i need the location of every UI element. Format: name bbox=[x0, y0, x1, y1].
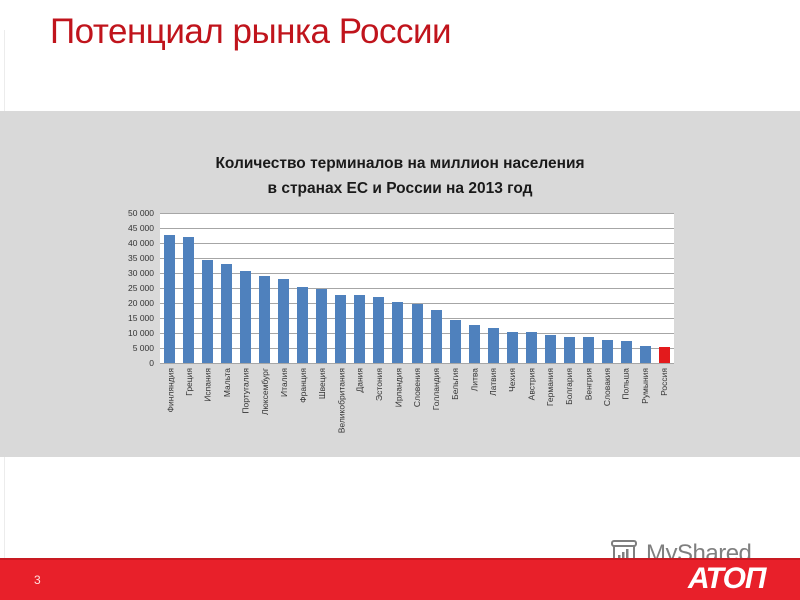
y-tick-label: 5 000 bbox=[132, 343, 154, 353]
x-tick-label: Словакия bbox=[602, 368, 612, 407]
y-tick-label: 0 bbox=[149, 358, 154, 368]
bar-19 bbox=[526, 332, 537, 363]
x-tick-label: Германия bbox=[545, 368, 555, 407]
bar-21 bbox=[564, 337, 575, 363]
chart-title-line-2: в странах ЕС и России на 2013 год bbox=[267, 180, 533, 197]
bar-20 bbox=[545, 335, 556, 363]
bar-2 bbox=[202, 260, 213, 363]
x-tick-label: Россия bbox=[659, 368, 669, 396]
y-tick-label: 30 000 bbox=[128, 268, 154, 278]
gridline bbox=[160, 303, 674, 304]
gridline bbox=[160, 273, 674, 274]
x-tick-label: Мальта bbox=[222, 368, 232, 398]
gridline bbox=[160, 228, 674, 229]
bar-8 bbox=[316, 289, 327, 363]
y-tick-label: 10 000 bbox=[128, 328, 154, 338]
bar-22 bbox=[583, 337, 594, 363]
gridline bbox=[160, 213, 674, 214]
gridline bbox=[160, 243, 674, 244]
x-tick-label: Голландия bbox=[431, 368, 441, 411]
x-tick-label: Люксембург bbox=[260, 368, 270, 416]
bar-4 bbox=[240, 271, 251, 363]
slide-title: Потенциал рынка России bbox=[50, 12, 452, 51]
x-tick-label: Австрия bbox=[526, 368, 536, 401]
x-tick-label: Румыния bbox=[640, 368, 650, 404]
x-tick-label: Швеция bbox=[317, 368, 327, 400]
x-tick-label: Греция bbox=[184, 368, 194, 396]
gridline bbox=[160, 363, 674, 364]
bar-24 bbox=[621, 341, 632, 363]
x-tick-label: Польша bbox=[621, 368, 631, 400]
x-tick-label: Чехия bbox=[507, 368, 517, 392]
slide-number: 3 bbox=[34, 573, 41, 587]
bar-25 bbox=[640, 346, 651, 363]
chart-title-line-1: Количество терминалов на миллион населен… bbox=[215, 155, 585, 172]
bar-11 bbox=[373, 297, 384, 363]
x-tick-label: Испания bbox=[203, 368, 213, 402]
x-tick-label: Бельгия bbox=[450, 368, 460, 400]
bar-26 bbox=[659, 347, 670, 363]
bar-15 bbox=[450, 320, 461, 363]
y-tick-label: 20 000 bbox=[128, 298, 154, 308]
x-tick-label: Эстония bbox=[374, 368, 384, 401]
x-tick-label: Словения bbox=[412, 368, 422, 408]
bar-12 bbox=[392, 302, 403, 363]
gridline bbox=[160, 258, 674, 259]
x-tick-label: Болгария bbox=[564, 368, 574, 405]
footer-divider bbox=[0, 558, 800, 560]
x-tick-label: Финляндия bbox=[165, 368, 175, 413]
bar-7 bbox=[297, 287, 308, 363]
x-tick-label: Литва bbox=[469, 368, 479, 392]
x-tick-label: Дания bbox=[355, 368, 365, 393]
x-tick-label: Венгрия bbox=[583, 368, 593, 401]
bar-1 bbox=[183, 237, 194, 363]
bar-10 bbox=[354, 295, 365, 363]
company-logo: АТОП bbox=[688, 562, 766, 595]
bar-13 bbox=[412, 304, 423, 363]
bar-5 bbox=[259, 276, 270, 363]
footer-bar bbox=[0, 560, 800, 600]
x-tick-label: Португалия bbox=[241, 368, 251, 414]
bar-0 bbox=[164, 235, 175, 363]
gridline bbox=[160, 288, 674, 289]
bar-9 bbox=[335, 295, 346, 363]
y-tick-label: 45 000 bbox=[128, 223, 154, 233]
bar-16 bbox=[469, 325, 480, 363]
x-tick-label: Франция bbox=[298, 368, 308, 403]
bar-14 bbox=[431, 310, 442, 363]
bar-17 bbox=[488, 328, 499, 363]
bar-3 bbox=[221, 264, 232, 363]
bar-23 bbox=[602, 340, 613, 363]
bar-6 bbox=[278, 279, 289, 363]
y-tick-label: 50 000 bbox=[128, 208, 154, 218]
plot-area bbox=[160, 213, 674, 364]
x-tick-label: Ирландия bbox=[393, 368, 403, 408]
y-tick-label: 35 000 bbox=[128, 253, 154, 263]
y-tick-label: 25 000 bbox=[128, 283, 154, 293]
y-tick-label: 40 000 bbox=[128, 238, 154, 248]
x-tick-label: Латвия bbox=[488, 368, 498, 396]
x-tick-label: Великобритания bbox=[336, 368, 346, 434]
bar-18 bbox=[507, 332, 518, 363]
x-tick-label: Италия bbox=[279, 368, 289, 397]
y-tick-label: 15 000 bbox=[128, 313, 154, 323]
